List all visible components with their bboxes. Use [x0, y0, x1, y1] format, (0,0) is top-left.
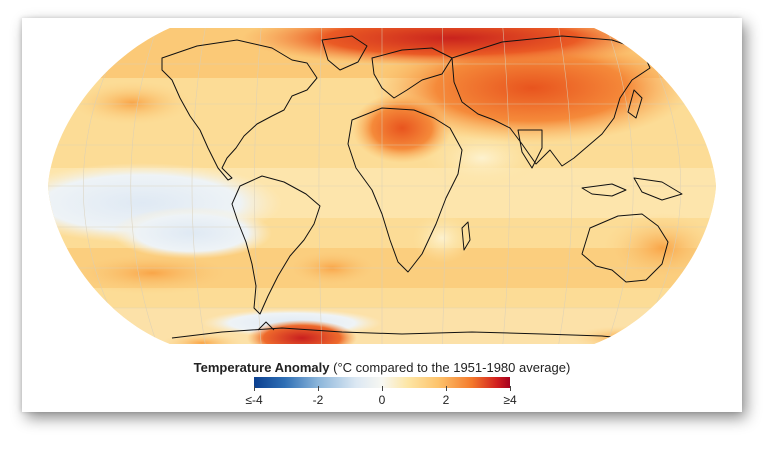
- graticule: [48, 28, 716, 344]
- legend-tick-label: 2: [442, 393, 450, 407]
- legend-color-bar: [254, 377, 510, 388]
- color-legend: Temperature Anomaly (°C compared to the …: [22, 358, 742, 412]
- ocean-anomaly-field: [48, 28, 716, 344]
- legend-title-units: (°C compared to the 1951-1980 average): [333, 360, 571, 375]
- legend-title-main: Temperature Anomaly: [193, 360, 330, 375]
- map-figure: Temperature Anomaly (°C compared to the …: [22, 18, 742, 412]
- legend-tick-label: ≤-4: [245, 393, 263, 407]
- legend-tick-mark: [446, 386, 447, 391]
- legend-title: Temperature Anomaly (°C compared to the …: [22, 360, 742, 375]
- legend-tick-label: 0: [378, 393, 386, 407]
- legend-tick-label: ≥4: [503, 393, 517, 407]
- legend-tick-mark: [510, 386, 511, 391]
- legend-tick-mark: [254, 386, 255, 391]
- legend-tick-label: -2: [312, 393, 324, 407]
- legend-tick-mark: [382, 386, 383, 391]
- world-map: [22, 18, 742, 354]
- legend-tick-mark: [318, 386, 319, 391]
- continent-outlines: [161, 35, 699, 341]
